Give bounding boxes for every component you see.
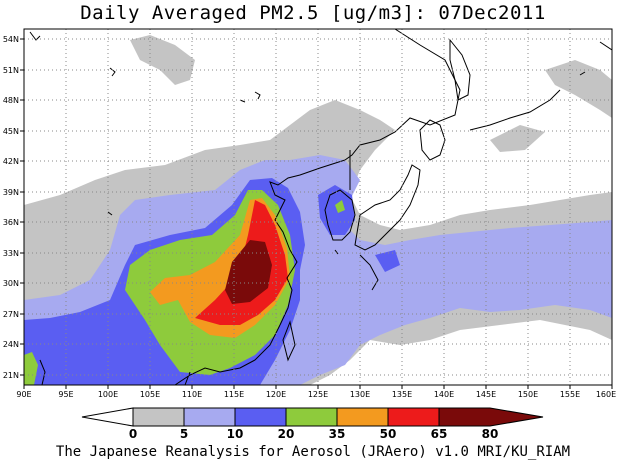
- credit-line: The Japanese Reanalysis for Aerosol (JRA…: [55, 444, 571, 460]
- map-title: Daily Averaged PM2.5 [ug/m3]: 07Dec2011: [80, 2, 546, 24]
- lat-tick-label: 45N: [3, 127, 19, 136]
- coastlines: [29, 29, 612, 385]
- lat-tick-label: 39N: [3, 188, 19, 197]
- level-35-50-area: [335, 200, 345, 213]
- colorbar-segment: [336, 407, 389, 427]
- lat-tick-label: 30N: [3, 279, 19, 288]
- lon-tick-label: 95E: [58, 390, 73, 399]
- lon-tick-label: 135E: [392, 390, 412, 399]
- lat-tick-label: 51N: [3, 66, 19, 75]
- lat-tick-label: 33N: [3, 249, 19, 258]
- lon-tick-label: 90E: [16, 390, 31, 399]
- level-5-10-area: [130, 35, 195, 85]
- colorbar-label: 10: [227, 427, 244, 441]
- colorbar-label: 80: [482, 427, 499, 441]
- level-5-10-area: [545, 60, 612, 118]
- colorbar-segment: [132, 407, 185, 427]
- lon-tick-label: 100E: [98, 390, 118, 399]
- colorbar-label: 20: [278, 427, 295, 441]
- lon-tick-label: 105E: [140, 390, 160, 399]
- colorbar-segment: [438, 407, 544, 427]
- lon-tick-label: 110E: [182, 390, 202, 399]
- lon-tick-label: 120E: [266, 390, 286, 399]
- lon-tick-label: 115E: [224, 390, 244, 399]
- map-grid: [24, 29, 612, 385]
- level-35-50-area: [24, 352, 38, 385]
- lon-tick-label: 125E: [308, 390, 328, 399]
- lat-tick-label: 48N: [3, 96, 19, 105]
- lat-tick-label: 54N: [3, 35, 19, 44]
- lon-tick-label: 155E: [560, 390, 580, 399]
- lon-tick-label: 160E: [596, 390, 616, 399]
- lon-tick-label: 145E: [476, 390, 496, 399]
- lat-tick-label: 42N: [3, 157, 19, 166]
- colorbar-segment: [81, 407, 134, 427]
- level-5-10-area: [490, 125, 545, 152]
- level-20-35-area: [375, 250, 400, 272]
- tick-marks: [20, 38, 613, 389]
- lon-tick-label: 130E: [350, 390, 370, 399]
- lat-tick-label: 27N: [3, 310, 19, 319]
- colorbar-segment: [285, 407, 338, 427]
- lat-tick-label: 36N: [3, 218, 19, 227]
- colorbar-label: 35: [329, 427, 346, 441]
- colorbar-label: 65: [431, 427, 448, 441]
- lon-tick-label: 140E: [434, 390, 454, 399]
- lon-tick-label: 150E: [518, 390, 538, 399]
- lat-tick-label: 24N: [3, 340, 19, 349]
- lat-tick-label: 21N: [3, 371, 19, 380]
- colorbar-segment: [387, 407, 440, 427]
- colorbar-segment: [234, 407, 287, 427]
- colorbar-label: 50: [380, 427, 397, 441]
- colorbar-label: 0: [129, 427, 137, 441]
- colorbar: [81, 407, 544, 427]
- level-80-plus-area: [225, 240, 272, 304]
- colorbar-segment: [183, 407, 236, 427]
- colorbar-label: 5: [180, 427, 188, 441]
